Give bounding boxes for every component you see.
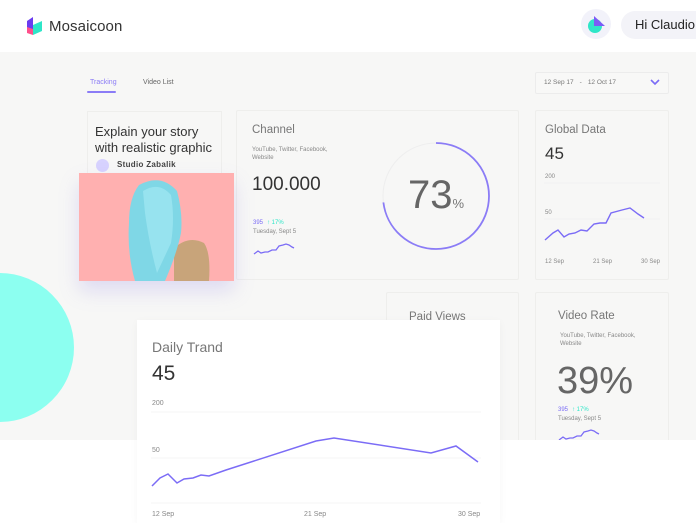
chevron-down-icon[interactable] — [650, 78, 660, 86]
global-data-card — [535, 110, 669, 280]
tab-video-list[interactable]: Video List — [143, 79, 174, 86]
tab-tracking[interactable]: Tracking — [90, 79, 117, 86]
channel-stat: 395 ↑ 17% — [253, 220, 284, 226]
channel-title: Channel — [252, 124, 295, 136]
channel-card — [236, 110, 519, 280]
user-avatar[interactable] — [581, 9, 611, 39]
daily-trend-title: Daily Trand — [152, 339, 223, 355]
channel-subtitle-line2: Website — [252, 154, 274, 161]
channel-value: 100.000 — [252, 174, 321, 195]
date-end: 12 Oct 17 — [587, 79, 616, 86]
daily-trend-value: 45 — [152, 362, 176, 385]
channel-stat-change: ↑ 17% — [267, 220, 284, 226]
gauge-unit: % — [452, 196, 465, 211]
author-avatar — [96, 159, 109, 172]
video-rate-card — [535, 292, 669, 442]
story-card[interactable] — [87, 111, 222, 177]
story-title: Explain your story with realistic graphi… — [95, 124, 212, 156]
daily-trend-card — [137, 320, 500, 523]
video-rate-subtitle-line2: Website — [560, 340, 582, 347]
global-data-title: Global Data — [545, 124, 606, 136]
video-rate-title: Video Rate — [558, 310, 615, 322]
story-image[interactable] — [79, 173, 234, 281]
global-x-tick-12sep: 12 Sep — [545, 259, 565, 265]
story-title-line1: Explain your story — [95, 124, 199, 139]
video-rate-subtitle: YouTube, Twitter, Facebook, Website — [560, 333, 636, 348]
gauge-label: 73% — [408, 173, 464, 218]
daily-x-tick-12sep: 12 Sep — [152, 511, 175, 518]
global-data-value: 45 — [545, 144, 564, 163]
mosaicoon-logo-icon — [27, 17, 42, 35]
story-title-line2: with realistic graphic — [95, 140, 213, 155]
global-data-chart — [544, 182, 660, 241]
video-rate-stat: 395 ↑ 17% — [558, 407, 589, 413]
video-rate-stat-value: 395 — [558, 407, 569, 413]
date-range-picker[interactable]: 12 Sep 17-12 Oct 17 — [535, 72, 669, 94]
daily-y-tick-50: 50 — [152, 447, 160, 454]
brand-name: Mosaicoon — [49, 17, 123, 35]
pie-logo-icon — [588, 16, 605, 33]
date-separator: - — [579, 79, 582, 86]
channel-subtitle: YouTube, Twitter, Facebook, Website — [252, 147, 328, 162]
daily-y-tick-200: 200 — [152, 400, 164, 407]
daily-trend-chart — [151, 411, 481, 504]
video-rate-subtitle-line1: YouTube, Twitter, Facebook, — [560, 333, 636, 339]
user-greeting[interactable]: Hi Claudio — [621, 11, 696, 39]
global-y-tick-200: 200 — [545, 174, 556, 180]
global-x-tick-21sep: 21 Sep — [593, 259, 613, 265]
top-bar: Mosaicoon Hi Claudio — [0, 0, 696, 52]
channel-gauge — [382, 142, 490, 250]
daily-x-tick-30sep: 30 Sep — [458, 511, 481, 518]
video-rate-sparkline — [558, 429, 600, 441]
author-name: Studio Zabalik — [117, 160, 176, 169]
active-tab-indicator — [87, 91, 116, 93]
hair-illustration-icon — [128, 180, 210, 281]
daily-x-tick-21sep: 21 Sep — [304, 511, 327, 518]
gauge-value: 73 — [408, 173, 453, 217]
brand-logo[interactable]: Mosaicoon — [26, 16, 122, 36]
video-rate-date: Tuesday, Sept 5 — [558, 416, 602, 422]
video-rate-value: 39% — [557, 360, 634, 402]
global-x-tick-30sep: 30 Sep — [641, 259, 661, 265]
video-rate-stat-change: ↑ 17% — [572, 407, 589, 413]
date-start: 12 Sep 17 — [544, 79, 574, 86]
channel-sparkline — [253, 243, 295, 255]
global-y-tick-50: 50 — [545, 210, 552, 216]
channel-date: Tuesday, Sept 5 — [253, 229, 297, 235]
channel-stat-value: 395 — [253, 220, 264, 226]
channel-subtitle-line1: YouTube, Twitter, Facebook, — [252, 147, 328, 153]
